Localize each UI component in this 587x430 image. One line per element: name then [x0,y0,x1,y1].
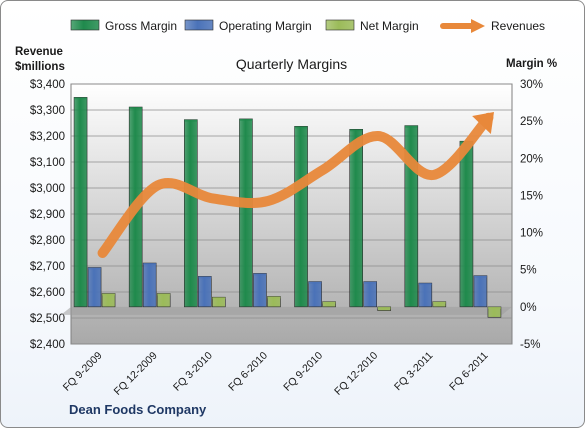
legend-label: Operating Margin [219,19,312,33]
revenues-arrowhead [472,112,494,135]
revenues-line [97,112,494,258]
chart-title: Quarterly Margins [236,56,347,72]
left-tick-label: $3,300 [30,105,65,117]
bar-gross-margin [239,118,253,308]
right-tick-label: 10% [520,228,543,240]
bar-gross-margin [459,140,474,308]
left-tick-label: $3,000 [30,183,65,195]
bar-cap [88,267,102,270]
bar-operating-margin [198,276,212,308]
bar-cap [473,275,487,278]
bar-cap [239,118,253,121]
bar-cap [267,296,281,299]
category-label: FQ 6-2011 [447,350,491,394]
legend-label: Gross Margin [105,19,177,33]
bar-cap [322,301,336,304]
bar-net-margin [156,293,171,308]
category-label: FQ 6-2010 [226,350,270,394]
right-tick-label: 0% [520,302,537,314]
left-tick-label: $2,400 [30,339,65,351]
right-tick-label: 30% [520,79,543,91]
category-label: FQ 12-2010 [332,350,380,398]
legend-swatch-arrow [471,19,485,33]
left-tick-label: $3,100 [30,157,65,169]
bar-cap [184,119,198,122]
bar-cap [308,281,322,284]
legend-label: Revenues [491,19,545,33]
bar-cap [198,276,212,279]
bar-operating-margin [418,282,433,308]
bar-operating-margin [473,275,488,308]
bar-operating-margin [87,267,102,308]
left-axis-title-line2: $millions [15,61,65,73]
right-tick-label: -5% [520,339,540,351]
bar-cap [129,107,143,110]
bar-gross-margin [349,129,363,308]
bar-cap [157,293,171,296]
bar-cap [418,283,432,286]
bar-cap [432,301,446,304]
bar-operating-margin [253,273,267,308]
left-tick-label: $3,200 [30,131,65,143]
legend-label: Net Margin [360,19,419,33]
bar-cap [74,97,88,100]
bar-cap [377,306,391,309]
left-tick-label: $2,900 [30,209,65,221]
category-label: FQ 9-2010 [281,350,325,394]
category-label: FQ 12-2009 [112,350,160,398]
bar-cap [102,293,116,296]
bar-cap [404,125,418,128]
left-tick-label: $2,500 [30,313,65,325]
category-label: FQ 3-2010 [171,350,215,394]
bar-operating-margin [308,281,322,308]
bar-cap [294,126,308,129]
bar-net-margin [101,293,116,308]
bar-gross-margin [184,119,198,308]
right-tick-label: 25% [520,116,543,128]
left-tick-label: $3,400 [30,79,65,91]
bar-cap [212,297,226,300]
bar-gross-margin [73,97,88,308]
left-tick-label: $2,800 [30,235,65,247]
category-label: FQ 9-2009 [61,350,105,394]
bar-cap [253,273,267,276]
right-tick-label: 15% [520,190,543,202]
bar-cap [143,263,157,266]
baseline-floor [61,306,512,315]
bar-cap [487,306,501,309]
left-tick-label: $2,700 [30,261,65,273]
bar-cap [349,129,363,132]
legend-swatch [325,19,355,31]
bar-operating-margin [363,281,377,308]
legend-swatch [184,19,214,31]
right-axis-title: Margin % [506,58,557,70]
legend-swatch [70,19,100,31]
bar-cap [363,281,377,284]
right-tick-label: 5% [520,265,537,277]
bar-gross-margin [294,126,308,308]
right-tick-label: 20% [520,153,543,165]
company-label: Dean Foods Company [69,402,207,417]
category-label: FQ 3-2011 [392,350,436,394]
bar-operating-margin [142,262,157,308]
left-axis-title-line1: Revenue [15,46,63,58]
left-tick-label: $2,600 [30,287,65,299]
